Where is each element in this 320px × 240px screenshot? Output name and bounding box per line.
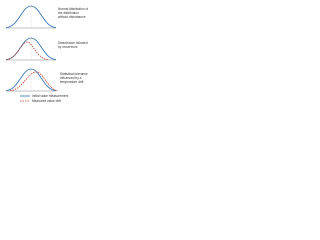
- curve-disturbed: [5, 41, 49, 60]
- curve: [5, 68, 57, 91]
- panel-2: Disturbance followed by recurrence: [5, 37, 88, 61]
- curve-drift: [9, 71, 59, 91]
- panel-3: Statistical tolerance influenced by a te…: [5, 68, 88, 92]
- panel-text: temperature drift: [60, 80, 83, 84]
- panel-text: the distribution: [58, 11, 79, 15]
- panel-text: Statistical tolerance: [60, 72, 88, 76]
- panel-1: Normal distribution of the distribution …: [5, 5, 88, 29]
- panel-text: Normal distribution of: [58, 7, 88, 11]
- panel-text: influenced by a: [60, 76, 82, 80]
- legend-label: Initial value measurement: [32, 94, 68, 98]
- legend-label: Measured value drift: [32, 99, 61, 103]
- curve: [5, 5, 57, 28]
- panel-text: without disturbance: [58, 15, 86, 19]
- panel-text: by recurrence: [58, 45, 78, 49]
- panel-text: Disturbance followed: [58, 41, 88, 45]
- legend: Initial value measurement Measured value…: [20, 94, 68, 103]
- diagram: Normal distribution of the distribution …: [5, 5, 88, 103]
